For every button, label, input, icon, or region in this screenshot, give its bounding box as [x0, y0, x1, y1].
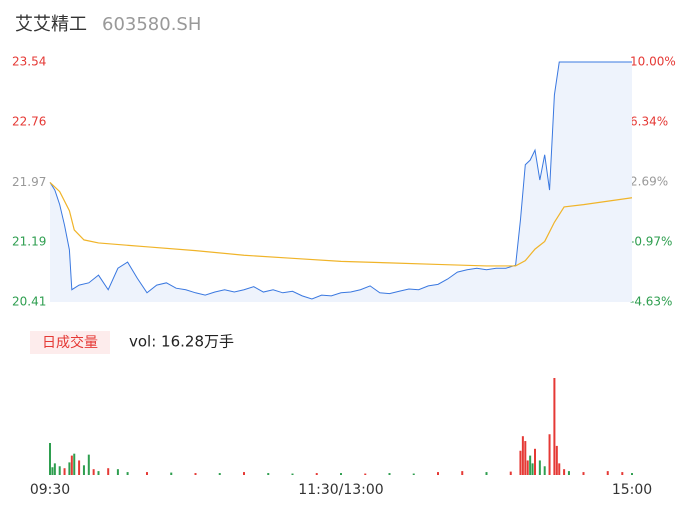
volume-badge [30, 331, 110, 354]
volume-bar [291, 473, 294, 475]
volume-bar [78, 460, 81, 475]
x-tick-label: 11:30/13:00 [298, 482, 383, 498]
volume-bar [582, 472, 585, 475]
y2-tick-label: 10.00% [630, 55, 676, 69]
volume-bar [218, 473, 221, 475]
x-tick-label: 09:30 [30, 482, 70, 498]
volume-bar [51, 467, 54, 475]
volume-bar [116, 469, 119, 475]
volume-bar [558, 463, 561, 475]
volume-bar [567, 471, 570, 475]
volume-bar [340, 473, 342, 475]
volume-bar [73, 453, 76, 475]
volume-label: 日成交量 [42, 334, 98, 351]
stock-code: 603580.SH [102, 14, 201, 35]
y-tick-label: 21.19 [12, 235, 46, 249]
volume-bar [87, 454, 90, 475]
volume-bar [49, 442, 51, 475]
volume-bar [534, 448, 536, 475]
volume-bar [82, 465, 85, 475]
volume-bar [461, 471, 464, 475]
y2-tick-label: 6.34% [630, 115, 668, 129]
volume-bar [526, 460, 529, 475]
volume-bar [437, 472, 439, 475]
volume-bar [194, 473, 197, 475]
volume-bar [548, 434, 551, 475]
volume-bar [606, 471, 609, 475]
volume-bar [170, 472, 173, 475]
volume-bar [412, 473, 415, 475]
price-area [50, 62, 632, 302]
y-tick-label: 20.41 [12, 295, 46, 309]
y2-tick-label: 2.69% [630, 174, 668, 188]
volume-bar [315, 473, 318, 475]
volume-bar [146, 472, 148, 475]
average-line [49, 181, 633, 267]
y2-tick-label: -4.63% [630, 295, 672, 309]
volume-bar [563, 469, 566, 475]
volume-bar [92, 469, 95, 475]
volume-bar [531, 463, 534, 475]
stock-name: 艾艾精工 [15, 14, 87, 35]
volume-bar [63, 468, 66, 475]
x-tick-label: 15:00 [612, 482, 652, 498]
volume-bar [521, 436, 524, 475]
y-tick-label: 22.76 [12, 114, 46, 128]
volume-bar [70, 455, 73, 475]
volume-bar [68, 462, 71, 475]
volume-bar [126, 472, 129, 475]
volume-bar [529, 455, 532, 475]
volume-bar [97, 471, 100, 475]
volume-bar [267, 473, 270, 475]
volume-bar [243, 472, 245, 475]
volume-bar [621, 472, 624, 475]
volume-total: vol: 16.28万手 [129, 333, 234, 351]
volume-bar [519, 450, 522, 475]
y2-tick-label: -0.97% [630, 234, 672, 248]
price-line [49, 61, 632, 300]
volume-bar [509, 471, 512, 475]
volume-bar [58, 466, 61, 475]
volume-bar [543, 466, 546, 475]
y-tick-label: 21.97 [12, 175, 46, 189]
volume-bar [107, 468, 110, 475]
volume-bar [631, 473, 633, 475]
volume-bar [388, 473, 391, 475]
y-tick-label: 23.54 [12, 55, 46, 69]
volume-bar [524, 441, 527, 475]
volume-bar [538, 460, 541, 475]
volume-bar [553, 378, 556, 475]
volume-bar [364, 473, 367, 475]
volume-bar [555, 445, 558, 475]
volume-bar [53, 463, 56, 475]
volume-bar [485, 472, 488, 475]
